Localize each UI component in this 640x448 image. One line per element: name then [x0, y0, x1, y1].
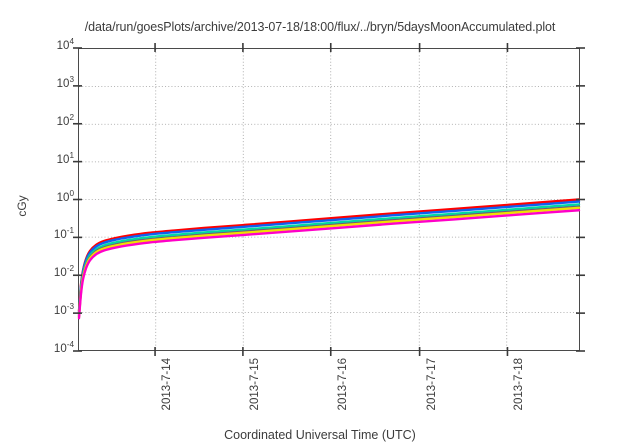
- y-tick-label: 100: [56, 188, 74, 204]
- y-tick-label: 104: [56, 37, 74, 52]
- y-axis-tick-labels: 104 103 102 101 100 10-1 10-2 10-3 10-4: [28, 38, 74, 355]
- plot-area: [77, 48, 581, 351]
- y-tick-label: 102: [56, 112, 74, 128]
- plot-title: /data/run/goesPlots/archive/2013-07-18/1…: [84, 20, 556, 34]
- y-tick-label: 101: [56, 150, 74, 166]
- data-curves: [77, 198, 581, 320]
- y-tick-label: 103: [56, 75, 74, 90]
- y-tick-label: 10-4: [53, 340, 74, 355]
- x-axis-title: Coordinated Universal Time (UTC): [224, 428, 416, 442]
- data-curve: [77, 209, 581, 320]
- y-tick-label: 10-3: [53, 302, 74, 318]
- y-tick-label: 10-2: [53, 264, 74, 280]
- y-tick-label: 10-1: [53, 226, 74, 242]
